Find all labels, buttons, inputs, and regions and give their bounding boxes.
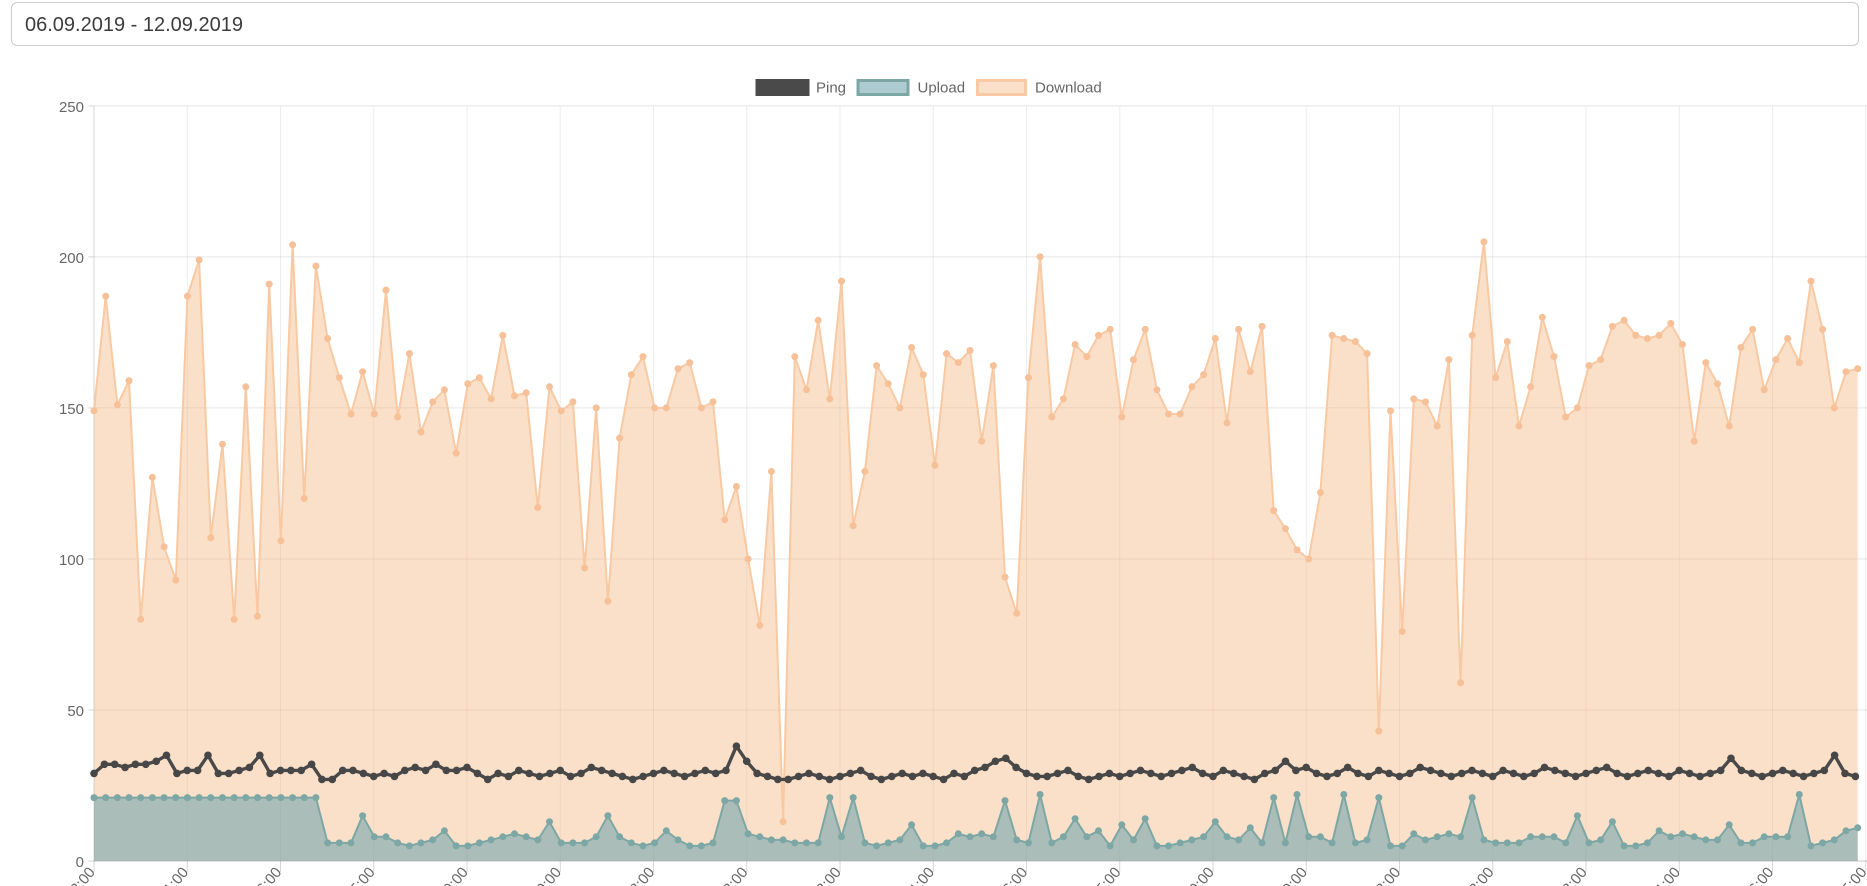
svg-text:15:00: 15:00 (1833, 864, 1867, 886)
svg-text:15:00: 15:00 (1087, 864, 1124, 886)
svg-text:06:00: 06:00 (1740, 864, 1777, 886)
svg-text:Upload: Upload (918, 80, 966, 97)
svg-text:18:00: 18:00 (621, 864, 658, 886)
svg-text:18:00: 18:00 (1367, 864, 1404, 886)
svg-text:150: 150 (59, 401, 84, 418)
svg-text:Ping: Ping (816, 80, 846, 97)
svg-text:Download: Download (1035, 80, 1102, 97)
svg-text:12:00: 12:00 (808, 864, 845, 886)
svg-text:21:00: 21:00 (1647, 864, 1684, 886)
svg-text:03:00: 03:00 (1460, 864, 1497, 886)
svg-text:06:00: 06:00 (994, 864, 1031, 886)
svg-text:00:00: 00:00 (435, 864, 472, 886)
svg-text:21:00: 21:00 (901, 864, 938, 886)
svg-text:100: 100 (59, 552, 84, 569)
svg-text:03:00: 03:00 (714, 864, 751, 886)
svg-text:09:00: 09:00 (528, 864, 565, 886)
svg-text:12:00: 12:00 (1554, 864, 1591, 886)
svg-text:00:00: 00:00 (1181, 864, 1218, 886)
svg-text:50: 50 (67, 703, 84, 720)
svg-text:15:00: 15:00 (342, 864, 379, 886)
svg-text:250: 250 (59, 99, 84, 116)
svg-text:200: 200 (59, 250, 84, 267)
svg-text:06:00: 06:00 (248, 864, 285, 886)
svg-text:0: 0 (76, 854, 84, 871)
svg-text:09:00: 09:00 (1274, 864, 1311, 886)
svg-text:21:00: 21:00 (155, 864, 192, 886)
